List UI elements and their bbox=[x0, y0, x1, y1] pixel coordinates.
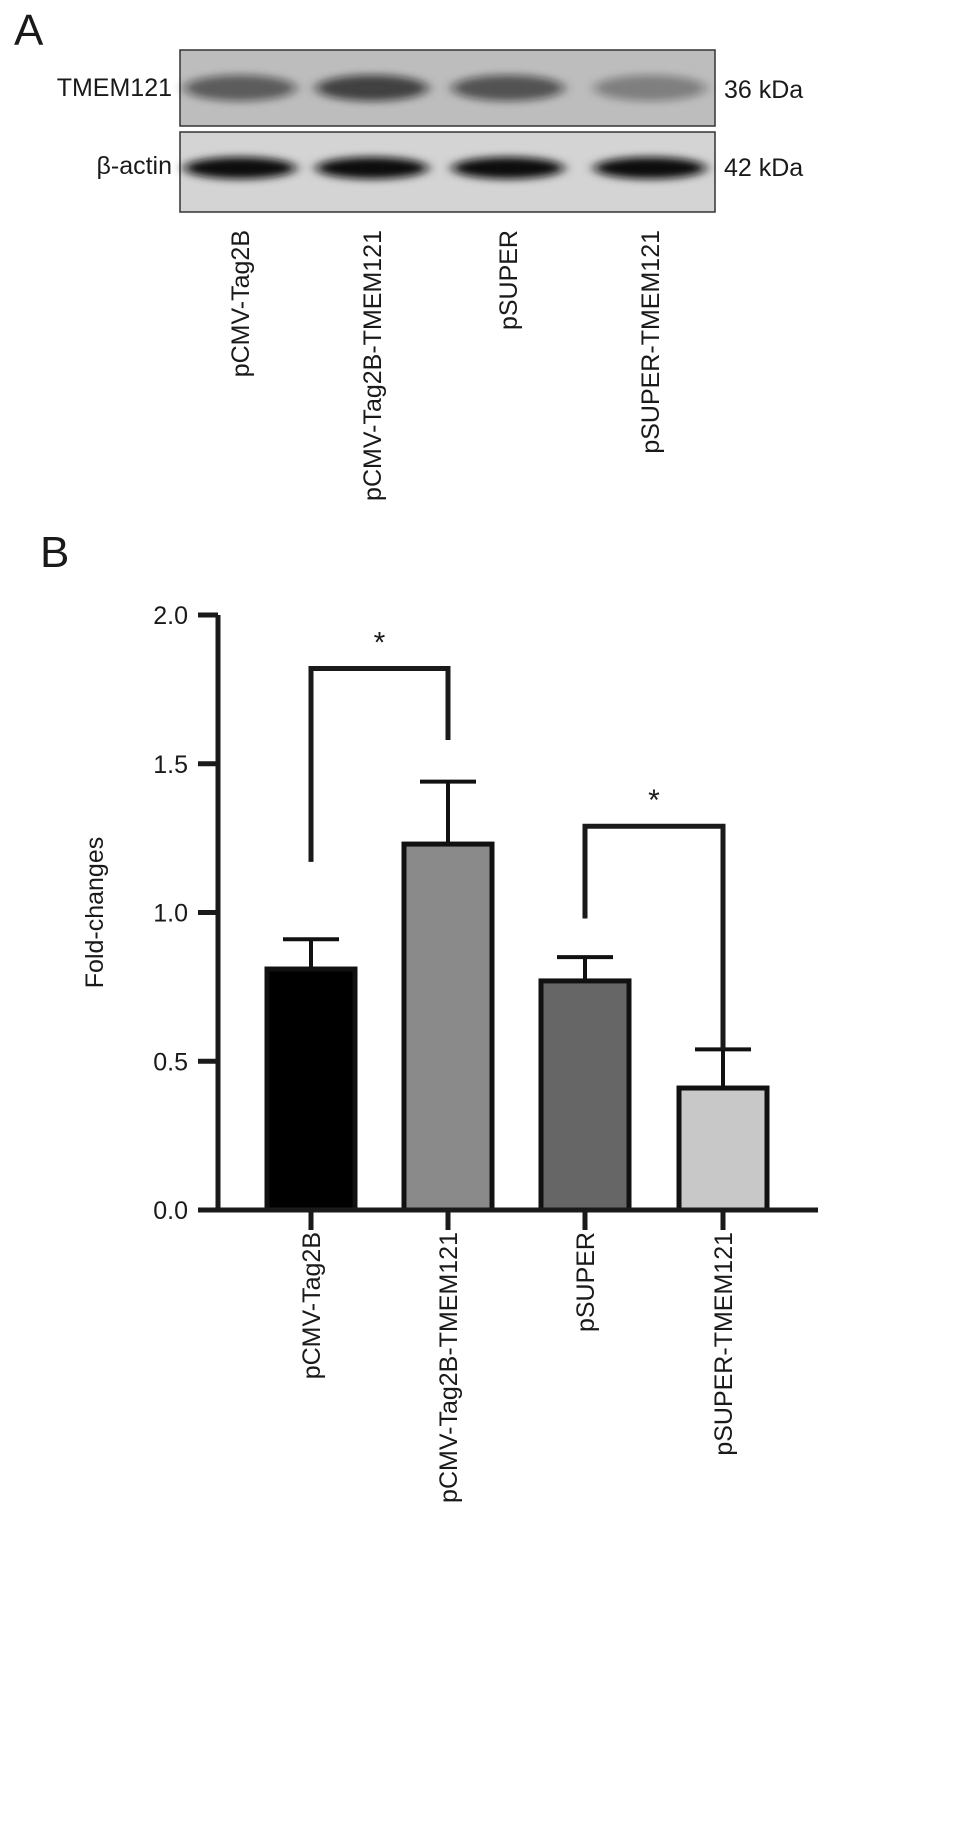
lane-label-3: pSUPER bbox=[495, 230, 523, 330]
band-tmem121-lane-1 bbox=[184, 75, 296, 101]
y-ticks: 0.0 0.5 1.0 1.5 2.0 bbox=[153, 602, 218, 1225]
y-tick-label-2: 1.0 bbox=[153, 900, 188, 928]
band-size-tmem121: 36 kDa bbox=[724, 76, 803, 104]
bar-chart: 0.0 0.5 1.0 1.5 2.0 pCMV-Tag2B pCMV-Tag2B-TME… bbox=[81, 602, 818, 1503]
bar-4 bbox=[676, 1085, 770, 1213]
band-tmem121-lane-4 bbox=[594, 75, 706, 101]
band-tmem121-lane-2 bbox=[316, 75, 428, 101]
panel-a-label: A bbox=[14, 6, 44, 55]
band-row-tmem121 bbox=[184, 75, 706, 101]
band-row-actin bbox=[184, 157, 706, 179]
lane-label-4: pSUPER-TMEM121 bbox=[637, 230, 665, 454]
lane-labels: pCMV-Tag2B pCMV-Tag2B-TMEM121 pSUPER pSUPER… bbox=[227, 230, 665, 501]
band-tmem121-lane-3 bbox=[452, 75, 564, 101]
band-name-tmem121: TMEM121 bbox=[57, 74, 172, 102]
band-size-actin: 42 kDa bbox=[724, 154, 803, 182]
bar-3 bbox=[538, 978, 632, 1213]
band-name-actin: β-actin bbox=[96, 152, 172, 180]
panel-b-label: B bbox=[40, 528, 70, 577]
y-axis-label: Fold-changes bbox=[81, 837, 109, 988]
band-actin-lane-4 bbox=[594, 157, 706, 179]
x-tick-label-3: pSUPER bbox=[572, 1232, 600, 1332]
significance-star-1: * bbox=[374, 627, 386, 660]
bars bbox=[264, 841, 770, 1213]
x-ticks: pCMV-Tag2B pCMV-Tag2B-TMEM121 pSUPER pSUPER… bbox=[298, 1210, 738, 1503]
y-tick-label-4: 2.0 bbox=[153, 602, 188, 630]
bar-1 bbox=[264, 966, 358, 1213]
lane-label-2: pCMV-Tag2B-TMEM121 bbox=[359, 230, 387, 501]
y-tick-label-0: 0.0 bbox=[153, 1197, 188, 1225]
bar-2 bbox=[401, 841, 495, 1213]
lane-label-1: pCMV-Tag2B bbox=[227, 230, 255, 377]
significance-bracket-1 bbox=[308, 666, 451, 862]
x-tick-label-2: pCMV-Tag2B-TMEM121 bbox=[435, 1232, 463, 1503]
x-tick-label-1: pCMV-Tag2B bbox=[298, 1232, 326, 1379]
y-tick-label-1: 0.5 bbox=[153, 1048, 188, 1076]
y-tick-label-3: 1.5 bbox=[153, 751, 188, 779]
band-actin-lane-1 bbox=[184, 157, 296, 179]
band-actin-lane-3 bbox=[452, 157, 564, 179]
significance-brackets: ** bbox=[308, 627, 726, 1050]
error-bars bbox=[283, 779, 751, 1089]
western-blot: TMEM121 β-actin 36 kDa 42 kDa pCMV-Tag2B… bbox=[57, 49, 803, 501]
significance-bracket-2 bbox=[582, 823, 726, 1050]
significance-star-2: * bbox=[648, 784, 660, 817]
band-actin-lane-2 bbox=[316, 157, 428, 179]
x-tick-label-4: pSUPER-TMEM121 bbox=[710, 1232, 738, 1456]
